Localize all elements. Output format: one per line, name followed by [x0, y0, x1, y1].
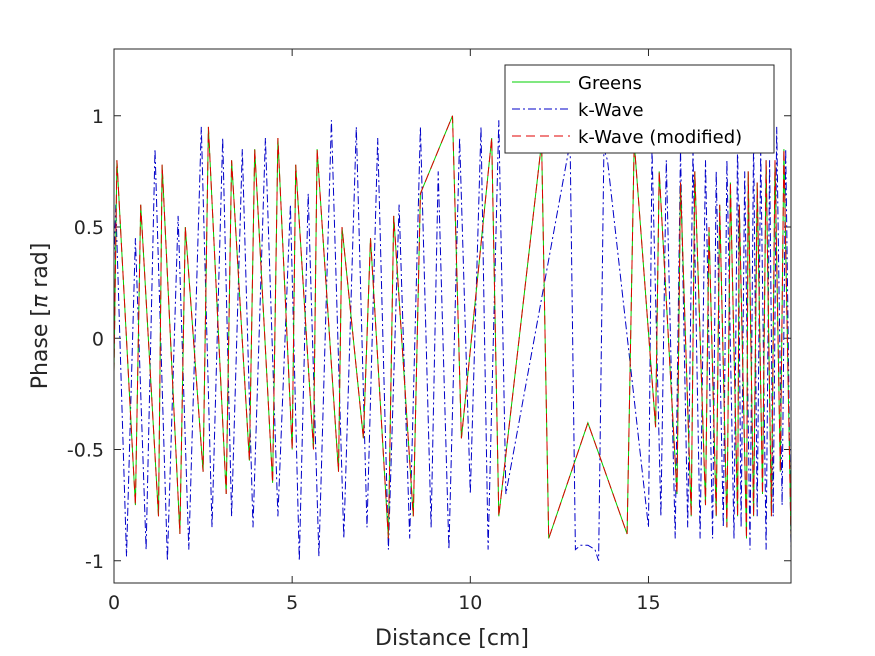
y-tick-label: 0	[92, 328, 104, 350]
legend: Greens k-Wave k-Wave (modified)	[504, 64, 775, 154]
y-tick-label: -1	[85, 551, 104, 573]
x-tick-label: 5	[286, 592, 298, 614]
series-layer	[113, 115, 792, 561]
x-tick-label: 15	[636, 592, 660, 614]
x-tick-label: 10	[458, 592, 482, 614]
axes-box	[113, 48, 792, 584]
x-axis-title: Distance [cm]	[375, 626, 529, 651]
legend-label-greens: Greens	[578, 73, 642, 94]
tick-labels: 0 5 10 15 -1 -0.5 0 0.5 1	[67, 106, 661, 614]
y-tick-label: 0.5	[74, 217, 104, 239]
y-axis-title: Phase [π rad]	[28, 243, 53, 390]
legend-label-k-wave-modified: k-Wave (modified)	[578, 127, 742, 148]
y-tick-label: -0.5	[67, 440, 104, 462]
x-tick-label: 0	[108, 592, 120, 614]
y-tick-label: 1	[92, 106, 104, 128]
legend-label-k-wave: k-Wave	[578, 100, 644, 121]
series-line-k-wave	[113, 120, 792, 561]
series-line-k-wave-modified	[113, 115, 792, 539]
